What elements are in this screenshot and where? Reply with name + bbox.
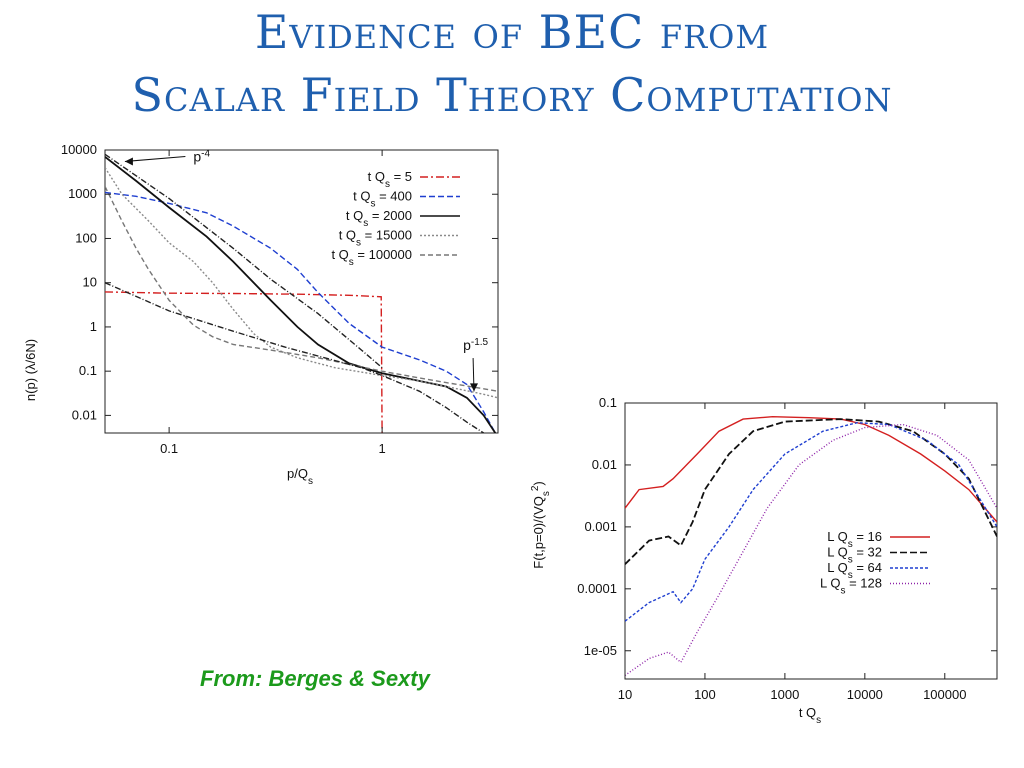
x-tick-label: 100 [694, 687, 716, 702]
y-tick-label: 0.01 [72, 407, 97, 422]
y-tick-label: 0.0001 [577, 581, 617, 596]
legend-label-2: L Qs = 32 [827, 545, 882, 566]
chart1-plot-frame [104, 149, 499, 434]
y-tick-label: 1000 [68, 186, 97, 201]
annotation-arrowhead-1 [124, 157, 133, 166]
slide-title-line1: Evidence of BEC from [254, 5, 770, 59]
legend-label-1: t Qs = 5 [368, 169, 412, 190]
chart1-y-axis-label: n(p) (λ/6N) [23, 339, 38, 401]
legend-label-3: t Qs = 2000 [346, 208, 412, 229]
power-law-annotation-1: p-4 [193, 148, 210, 165]
y-tick-label: 0.001 [584, 519, 617, 534]
x-tick-label: 10 [618, 687, 632, 702]
y-tick-label: 10 [83, 275, 97, 290]
y-tick-label: 100 [75, 230, 97, 245]
x-tick-label: 100000 [923, 687, 966, 702]
y-tick-label: 10000 [61, 142, 97, 157]
legend-label-1: L Qs = 16 [827, 529, 882, 550]
chart2-x-axis-label: t Qs [799, 705, 821, 726]
series-line-5 [105, 186, 498, 392]
legend-label-3: L Qs = 64 [827, 560, 882, 581]
y-tick-label: 1 [90, 319, 97, 334]
slide-title-line2: Scalar Field Theory Computation [131, 68, 893, 122]
legend-label-5: t Qs = 100000 [331, 247, 412, 268]
legend-label-4: L Qs = 128 [820, 576, 882, 597]
series-line-3 [625, 421, 997, 622]
annotation-arrow-1 [124, 155, 186, 162]
series-line-2 [105, 191, 496, 433]
x-tick-label: 1000 [770, 687, 799, 702]
series-line-4 [625, 423, 997, 676]
annotation-arrowhead-2 [469, 383, 478, 392]
x-tick-label: 1 [378, 441, 385, 456]
y-tick-label: 0.1 [79, 363, 97, 378]
y-tick-label: 0.01 [592, 457, 617, 472]
y-tick-label: 0.1 [599, 395, 617, 410]
series-line-6 [105, 282, 485, 433]
series-line-7 [105, 153, 383, 369]
y-tick-label: 1e-05 [584, 643, 617, 658]
correlation-function-chart: 10 100 1000 10000 100000 0.1 0.01 0.001 0.0001 1e… [530, 395, 998, 726]
power-law-annotation-2: p-1.5 [463, 337, 488, 354]
x-tick-label: 10000 [847, 687, 883, 702]
chart2-y-axis-label: F(t,p=0)/(VQs2) [530, 481, 552, 569]
series-line-2 [625, 418, 997, 565]
chart2-plot-frame [624, 402, 998, 680]
legend-label-2: t Qs = 400 [353, 189, 412, 210]
chart1-x-axis-label: p/Qs [287, 466, 313, 487]
series-line-3 [105, 156, 497, 433]
legend-label-4: t Qs = 15000 [339, 228, 412, 249]
momentum-distribution-chart: 0.1 1 10000 1000 100 10 1 0.1 0.01 p-4 p-1.5 t Qs… [23, 142, 499, 487]
x-tick-label: 0.1 [160, 441, 178, 456]
series-line-4 [105, 167, 498, 399]
series-line-1 [105, 291, 383, 433]
series-line-1 [625, 415, 997, 523]
source-credit: From: Berges & Sexty [200, 666, 430, 691]
